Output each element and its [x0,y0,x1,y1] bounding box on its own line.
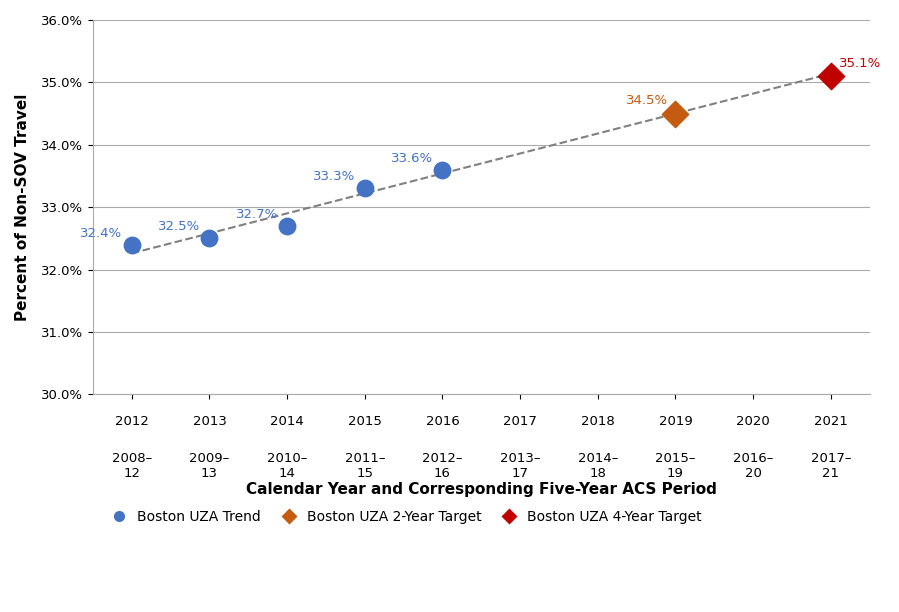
Legend: Boston UZA Trend, Boston UZA 2-Year Target, Boston UZA 4-Year Target: Boston UZA Trend, Boston UZA 2-Year Targ… [100,504,708,529]
Text: 2012–
16: 2012– 16 [423,452,463,480]
Text: 2015–
19: 2015– 19 [655,452,696,480]
Text: 34.5%: 34.5% [626,94,668,107]
Text: 2011–
15: 2011– 15 [344,452,385,480]
Text: 2013: 2013 [192,415,227,428]
Point [823,71,838,81]
Text: 2015: 2015 [348,415,382,428]
Text: 32.7%: 32.7% [236,208,278,221]
Point [358,184,372,193]
Text: 2008–
12: 2008– 12 [111,452,152,480]
Text: 2014–
18: 2014– 18 [577,452,618,480]
Text: 2012: 2012 [115,415,148,428]
Text: 2017: 2017 [503,415,537,428]
Text: 2020: 2020 [736,415,770,428]
Point [435,165,450,174]
Text: 33.3%: 33.3% [313,170,355,184]
Text: 2009–
13: 2009– 13 [190,452,229,480]
Text: 2013–
17: 2013– 17 [500,452,540,480]
Text: 2021: 2021 [814,415,848,428]
Text: 2016: 2016 [425,415,459,428]
Text: 33.6%: 33.6% [391,152,433,165]
Text: 2014: 2014 [271,415,304,428]
Text: 2016–
20: 2016– 20 [733,452,773,480]
Point [668,109,682,119]
Text: 2019: 2019 [659,415,692,428]
Text: 2010–
14: 2010– 14 [267,452,307,480]
Point [125,240,139,250]
Point [280,221,294,231]
Y-axis label: Percent of Non-SOV Travel: Percent of Non-SOV Travel [15,94,30,321]
X-axis label: Calendar Year and Corresponding Five-Year ACS Period: Calendar Year and Corresponding Five-Yea… [245,482,717,498]
Point [202,233,217,243]
Text: 2017–
21: 2017– 21 [811,452,851,480]
Text: 2018: 2018 [581,415,615,428]
Text: 35.1%: 35.1% [839,57,881,70]
Text: 32.4%: 32.4% [80,226,122,239]
Text: 32.5%: 32.5% [158,220,200,233]
